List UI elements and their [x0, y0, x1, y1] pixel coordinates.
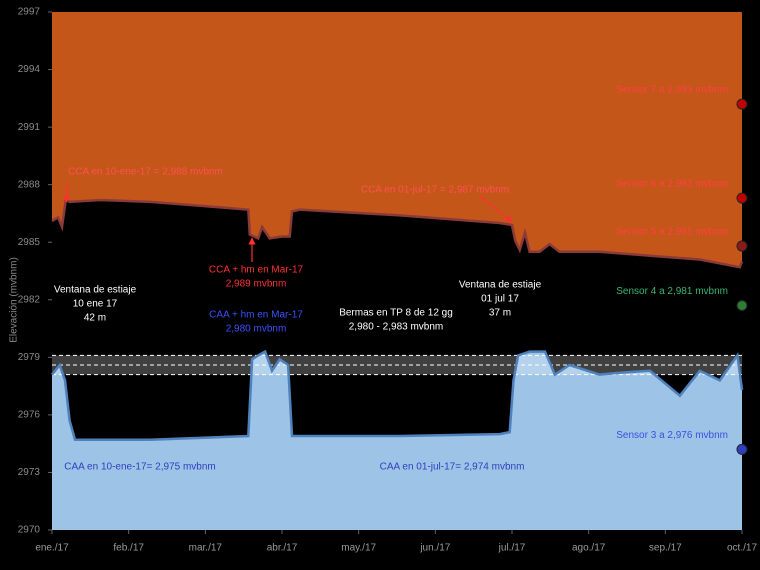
area-fill — [52, 351, 742, 530]
y-tick-label: 2994 — [18, 64, 41, 75]
annotation: CAA en 01-jul-17= 2,974 mvbnm — [380, 462, 525, 473]
x-tick-label: mar./17 — [189, 543, 223, 554]
x-tick-label: sep./17 — [649, 543, 682, 554]
arrow — [479, 195, 513, 223]
y-tick-label: 2976 — [18, 410, 41, 421]
annotation: 2,980 - 2,983 mvbnm — [349, 322, 444, 333]
annotation: CCA + hm en Mar-17 — [209, 265, 304, 276]
x-tick-label: feb./17 — [113, 543, 144, 554]
annotation: 2,980 mvbnm — [226, 324, 287, 335]
x-tick-label: ago./17 — [572, 543, 606, 554]
y-tick-label: 2970 — [18, 525, 41, 536]
annotation: 42 m — [84, 313, 106, 324]
sensor-dot — [736, 240, 748, 252]
sensor-label: Sensor 6 a 2,992 mvbnm — [616, 179, 728, 190]
sensor-dot — [736, 443, 748, 455]
annotation: CCA en 10-ene-17 = 2,988 mvbnm — [68, 167, 223, 178]
y-tick-label: 2991 — [18, 122, 41, 133]
annotation: 2,989 mvbnm — [226, 279, 287, 290]
annotation: Ventana de estiaje — [459, 280, 542, 291]
sensor-label: Sensor 4 a 2,981 mvbnm — [616, 286, 728, 297]
x-tick-label: jun./17 — [419, 543, 450, 554]
annotation: 01 jul 17 — [481, 294, 519, 305]
annotation: 10 ene 17 — [73, 299, 118, 310]
sensor-label: Sensor 3 a 2,976 mvbnm — [616, 430, 728, 441]
y-tick-label: 2997 — [18, 7, 41, 18]
y-tick-label: 2973 — [18, 467, 41, 478]
y-tick-label: 2985 — [18, 237, 41, 248]
sensor-dot — [736, 192, 748, 204]
sensor-label: Sensor 5 a 2,991 mvbnm — [616, 227, 728, 238]
y-tick-label: 2979 — [18, 352, 41, 363]
annotation: CAA + hm en Mar-17 — [209, 310, 303, 321]
annotation: Ventana de estiaje — [54, 285, 137, 296]
sensor-label: Sensor 7 a 2,993 mvbnm — [616, 85, 728, 96]
annotation: CCA en 01-jul-17 = 2,987 mvbnm — [361, 185, 509, 196]
x-tick-label: may./17 — [341, 543, 376, 554]
sensor-dot — [736, 98, 748, 110]
annotation: Bermas en TP 8 de 12 gg — [339, 308, 453, 319]
series-line — [51, 349, 744, 442]
x-tick-label: ene./17 — [35, 543, 69, 554]
x-tick-label: oct./17 — [727, 543, 757, 554]
plot-area — [51, 12, 744, 530]
series-line — [51, 198, 744, 269]
y-axis-title: Elevación (mvbnm) — [9, 257, 20, 343]
annotation: 37 m — [489, 308, 511, 319]
annotation: CAA en 10-ene-17= 2,975 mvbnm — [64, 462, 215, 473]
sensor-dot — [736, 300, 748, 312]
x-tick-label: jul./17 — [498, 543, 526, 554]
area-fill — [52, 12, 742, 268]
arrows — [63, 181, 513, 262]
arrow — [63, 181, 71, 203]
y-tick-label: 2988 — [18, 179, 41, 190]
x-tick-label: abr./17 — [267, 543, 298, 554]
y-tick-label: 2982 — [18, 294, 41, 305]
